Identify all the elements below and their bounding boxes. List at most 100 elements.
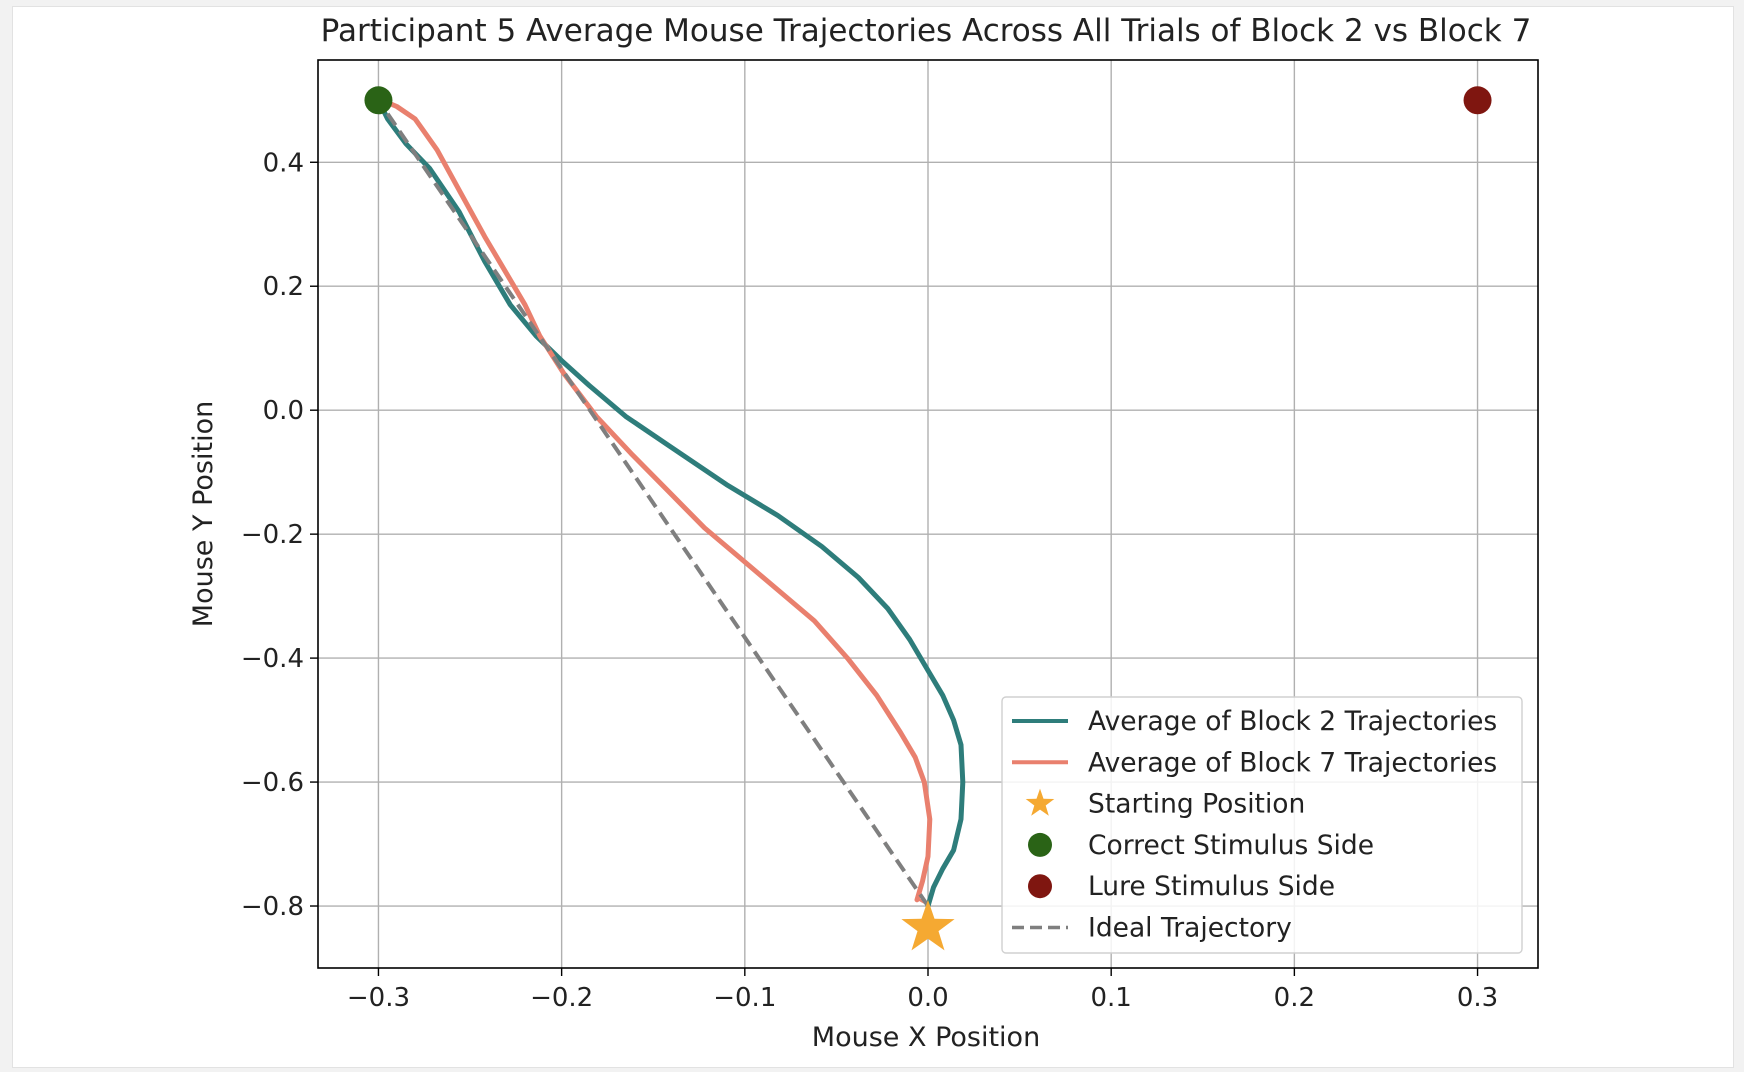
legend-box [1001, 696, 1523, 954]
hatch-stripe [608, 704, 798, 839]
hatch-line [401, 400, 585, 526]
x-axis-ticks: −0.3 −0.2 −0.1 0.0 0.1 0.2 0.3 [347, 968, 1498, 1013]
legend-label-average-of-block-2-trajectories: Average of Block 2 Trajectories [1088, 706, 1497, 737]
y-axis-ticks: 0.4 0.2 0.0 −0.2 −0.4 −0.6 −0.8 [241, 148, 318, 922]
hatch-line [723, 873, 907, 907]
legend-label-correct-stimulus-side: Correct Stimulus Side [1088, 830, 1374, 861]
hatch-line [378, 314, 526, 440]
hatch-line [386, 379, 570, 505]
hatch-line [430, 443, 614, 569]
series-layer [376, 97, 966, 909]
hatch-stripe [549, 618, 739, 753]
marker-lure-stimulus-side [1463, 86, 1492, 115]
hatch-stripe [378, 145, 417, 281]
hatch-line [548, 615, 731, 741]
hatch-stripe [579, 661, 769, 796]
hatch-stripe [505, 553, 696, 689]
hatch-line [378, 121, 394, 247]
hatch-line [489, 529, 673, 655]
hatch-line [378, 336, 541, 462]
hatch-stripe [378, 295, 520, 431]
legend-swatch-starting-position [1025, 788, 1055, 816]
legend-swatch-correct-stimulus-side [1028, 832, 1052, 857]
hatch-line [504, 550, 687, 677]
hatch-line [679, 808, 863, 907]
hatch-line [518, 572, 702, 698]
points-layer [364, 86, 1492, 951]
marker-starting-position [901, 899, 955, 951]
hatch-line [562, 636, 746, 763]
hatch-stripe [461, 489, 652, 624]
hatch-line [665, 787, 848, 907]
x-tick-label: 0.3 [1457, 983, 1498, 1013]
hatch-stripe [378, 338, 549, 474]
hatch-line [378, 293, 511, 419]
hatch-line [709, 851, 892, 907]
legend-label-starting-position: Starting Position [1088, 789, 1305, 820]
x-tick-label: 0.0 [907, 983, 948, 1013]
hatch-line [591, 679, 775, 806]
legend-label-lure-stimulus-side: Lure Stimulus Side [1088, 871, 1335, 902]
y-axis-label: Mouse Y Position [188, 401, 219, 627]
chart-title: Participant 5 Average Mouse Trajectories… [321, 13, 1532, 49]
legend-label-ideal-trajectory: Ideal Trajectory [1088, 913, 1292, 944]
x-tick-label: −0.2 [530, 983, 593, 1013]
hatch-stripe [564, 639, 754, 775]
series-line-average-of-block-2-trajectories [376, 97, 966, 909]
hatch-line [378, 357, 555, 483]
x-tick-label: 0.1 [1091, 983, 1132, 1013]
hatch-line [650, 765, 834, 892]
x-tick-label: −0.3 [347, 983, 410, 1013]
hatch-line [694, 830, 878, 907]
hatch-line [606, 701, 790, 827]
hatch-line [378, 164, 424, 290]
hatch-line [635, 744, 819, 870]
hatch-line [378, 207, 453, 333]
hatch-stripe [378, 252, 490, 388]
series-line-average-of-block-7-trajectories [376, 97, 933, 903]
legend: Average of Block 2 Trajectories Average o… [1001, 696, 1523, 954]
hatch-stripe [432, 446, 622, 581]
x-tick-label: 0.2 [1274, 983, 1315, 1013]
hatch-line [474, 507, 658, 634]
hatch-stripe [378, 231, 476, 367]
hatch-line [621, 722, 804, 849]
series-line-ideal-trajectory [376, 99, 930, 908]
x-axis-label: Mouse X Position [812, 1022, 1040, 1053]
hatch-stripe [637, 746, 827, 882]
hatch-stripe [418, 424, 608, 560]
hatch-stripe [681, 811, 871, 907]
y-tick-label: −0.8 [241, 892, 304, 922]
hatch-line [445, 465, 629, 591]
hatch-stripe [378, 274, 505, 410]
hatch-stripe [378, 124, 403, 259]
hatch-stripe [667, 789, 857, 907]
hatch-stripe [388, 381, 578, 517]
hatch-stripe [535, 596, 725, 732]
hatch-line [460, 486, 643, 612]
legend-label-average-of-block-7-trajectories: Average of Block 7 Trajectories [1088, 747, 1497, 778]
hatch-stripe [520, 575, 710, 710]
hatch-stripe [696, 832, 886, 907]
y-tick-label: −0.4 [241, 644, 304, 674]
hatch-stripe [623, 725, 813, 861]
hatch-line [416, 422, 599, 548]
y-tick-label: 0.4 [263, 148, 304, 178]
hatch-stripe [447, 467, 637, 603]
y-tick-label: −0.6 [241, 768, 304, 798]
hatch-line [577, 658, 760, 784]
hatch-stripe [378, 360, 564, 496]
legend-swatch-lure-stimulus-side [1028, 874, 1052, 899]
y-tick-label: 0.2 [263, 272, 304, 302]
hatch-stripe [652, 768, 842, 904]
hatch-stripe [593, 682, 783, 818]
hatch-stripe [491, 532, 681, 667]
hatch-stripe [378, 317, 534, 453]
hatch-line [378, 271, 497, 397]
y-tick-label: 0.0 [263, 396, 304, 426]
hatch-line [378, 250, 482, 376]
marker-correct-stimulus-side [364, 86, 393, 115]
x-tick-label: −0.1 [713, 983, 776, 1013]
y-tick-label: −0.2 [241, 520, 304, 550]
